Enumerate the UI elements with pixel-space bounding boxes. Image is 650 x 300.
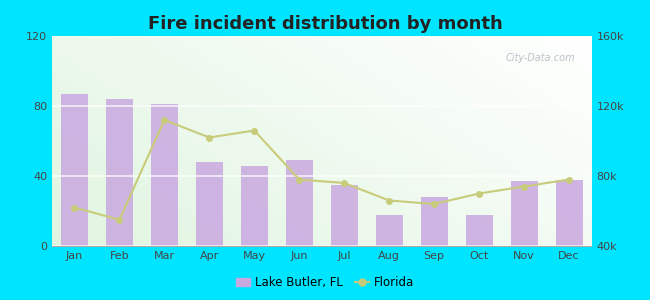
Bar [421, 197, 448, 246]
Bar [240, 166, 268, 246]
Bar [196, 162, 223, 246]
Bar [151, 104, 178, 246]
Bar [331, 185, 358, 246]
Bar [556, 179, 582, 246]
Legend: Lake Butler, FL, Florida: Lake Butler, FL, Florida [231, 272, 419, 294]
Bar [510, 181, 538, 246]
Bar [465, 214, 493, 246]
Bar [106, 99, 133, 246]
Bar [286, 160, 313, 246]
Text: City-Data.com: City-Data.com [506, 53, 575, 63]
Bar [376, 214, 402, 246]
Bar [61, 94, 88, 246]
Text: Fire incident distribution by month: Fire incident distribution by month [148, 15, 502, 33]
